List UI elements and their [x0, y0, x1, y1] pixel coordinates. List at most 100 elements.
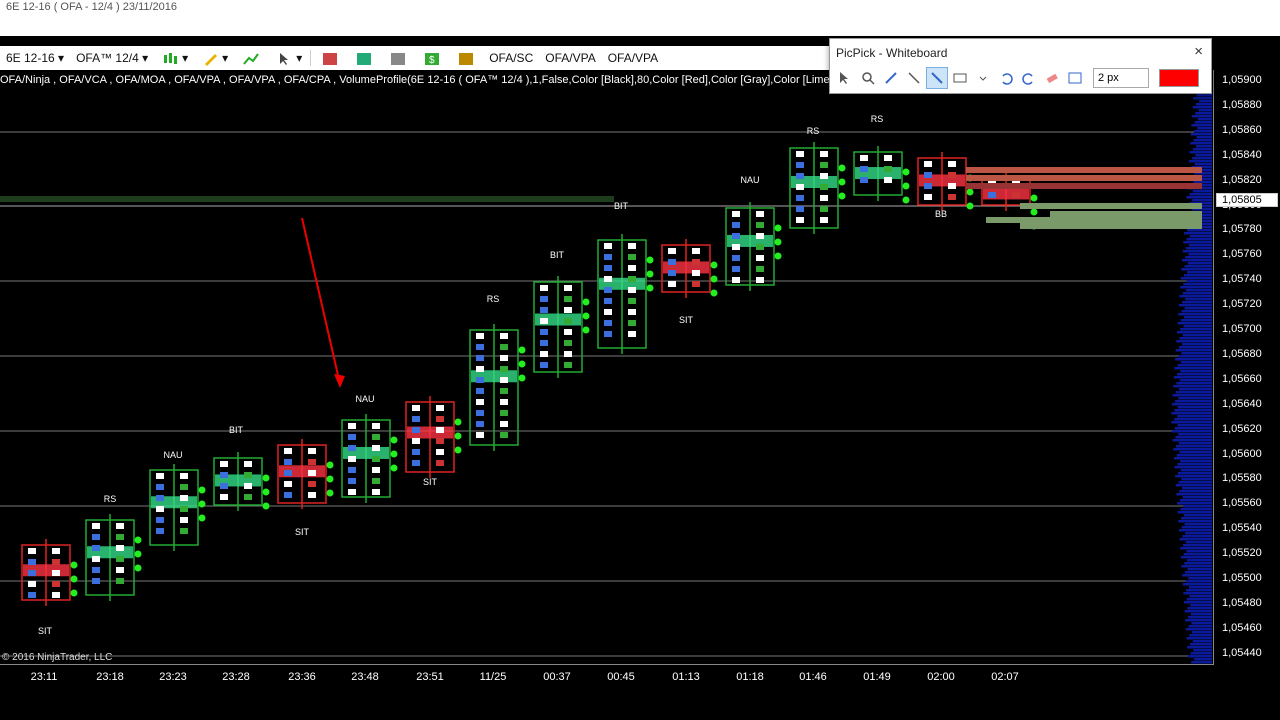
signal-dot [838, 192, 846, 200]
window-title: 6E 12-16 ( OFA - 12/4 ) 23/11/2016 [6, 1, 178, 13]
footprint-volume-cell [244, 483, 252, 489]
volume-profile-bar [1185, 580, 1212, 583]
footprint-volume-cell [732, 211, 740, 217]
footprint-volume-cell [628, 243, 636, 249]
data-box-icon[interactable] [381, 47, 415, 69]
arrow-line-icon[interactable] [926, 67, 948, 89]
footprint-volume-cell [732, 255, 740, 261]
bar-type-icon[interactable]: ▾ [154, 47, 194, 69]
volume-profile-bar [1195, 103, 1212, 106]
eraser-icon[interactable] [1041, 67, 1063, 89]
footprint-volume-cell [1012, 192, 1020, 198]
volume-profile-bar [1180, 319, 1212, 322]
footprint-volume-cell [796, 173, 804, 179]
footprint-volume-cell [668, 248, 676, 254]
chevron-down-icon[interactable] [972, 67, 994, 89]
time-label: 11/25 [479, 671, 507, 683]
volume-profile-bar [1186, 550, 1212, 553]
line-icon[interactable] [903, 67, 925, 89]
pen-color-swatch[interactable] [1159, 69, 1199, 87]
footprint-volume-cell [756, 277, 764, 283]
image-icon[interactable] [1064, 67, 1086, 89]
time-label: 23:23 [159, 671, 187, 683]
volume-profile-bar [1187, 568, 1212, 571]
signal-dot [70, 561, 78, 569]
volume-profile-bar [1177, 511, 1212, 514]
footprint-volume-cell [860, 166, 868, 172]
dom-icon[interactable] [347, 47, 381, 69]
footprint-volume-cell [604, 287, 612, 293]
pencil-icon[interactable]: ▾ [194, 47, 234, 69]
volume-profile-bar [1187, 229, 1212, 232]
undo-icon[interactable] [995, 67, 1017, 89]
properties-icon[interactable] [449, 47, 483, 69]
dollar-icon[interactable]: $ [415, 47, 449, 69]
volume-profile-bar [1184, 265, 1212, 268]
volume-profile-bar [1175, 436, 1212, 439]
footprint-volume-cell [500, 421, 508, 427]
footprint-volume-cell [692, 281, 700, 287]
footprint-volume-cell [564, 296, 572, 302]
time-label: 01:18 [736, 671, 764, 683]
footprint-volume-cell [820, 162, 828, 168]
footprint-volume-cell [540, 307, 548, 313]
volume-profile-bar [1194, 163, 1212, 166]
signal-dot [134, 564, 142, 572]
strategy-icon[interactable] [313, 47, 347, 69]
footprint-volume-cell [604, 254, 612, 260]
pen-icon[interactable] [880, 67, 902, 89]
template-selector[interactable]: OFA™ 12/4 ▾ [76, 51, 149, 65]
volume-profile-bar [1182, 301, 1212, 304]
order-flow-chart[interactable]: SIT RS NAU BIT SIT NAU SIT RS BIT BIT SIT NAU RS RS BB [0, 36, 1280, 720]
footprint-volume-cell [348, 456, 356, 462]
ofa-sc-button[interactable]: OFA/SC [489, 51, 534, 65]
volume-profile-bar [1186, 280, 1212, 283]
pen-size-input[interactable]: 2 px [1093, 68, 1149, 88]
ofa-vpa-button[interactable]: OFA/VPA [545, 51, 596, 65]
signal-dot [902, 182, 910, 190]
footprint-volume-cell [476, 432, 484, 438]
footprint-volume-cell [924, 183, 932, 189]
volume-profile-bar [1193, 181, 1212, 184]
footprint-volume-cell [476, 388, 484, 394]
volume-profile-bar [1180, 460, 1212, 463]
window-titlebar: 6E 12-16 ( OFA - 12/4 ) 23/11/2016 [0, 0, 1280, 36]
zoom-icon[interactable] [857, 67, 879, 89]
volume-profile-bar [1182, 343, 1212, 346]
close-icon[interactable]: × [1194, 43, 1203, 60]
volume-profile-bar [1178, 520, 1212, 523]
signal-dot [518, 360, 526, 368]
volume-profile-bar [1185, 532, 1212, 535]
redo-icon[interactable] [1018, 67, 1040, 89]
chart-area[interactable]: SIT RS NAU BIT SIT NAU SIT RS BIT BIT SIT NAU RS RS BB [0, 36, 1280, 720]
volume-profile-bar [1176, 340, 1212, 343]
volume-profile-bar [1184, 316, 1212, 319]
footprint-volume-cell [156, 484, 164, 490]
bar-label: NAU [163, 450, 182, 460]
price-label: 1,05600 [1222, 447, 1262, 460]
volume-profile-bar [1175, 400, 1212, 403]
ofa-vpa-button-2[interactable]: OFA/VPA [607, 51, 659, 65]
footprint-volume-cell [180, 517, 188, 523]
pointer-icon[interactable]: ▾ [268, 47, 308, 69]
footprint-volume-cell [820, 217, 828, 223]
footprint-volume-cell [564, 340, 572, 346]
indicator-icon[interactable] [234, 47, 268, 69]
volume-profile-bar [1197, 118, 1212, 121]
volume-profile-bar [1185, 289, 1212, 292]
signal-dot [454, 418, 462, 426]
time-axis[interactable]: 23:11 23:18 23:23 23:28 23:36 23:48 23:51 11/25… [0, 664, 1213, 688]
select-arrow-icon[interactable] [834, 67, 856, 89]
volume-profile-bar [1184, 562, 1212, 565]
bar-label: SIT [679, 315, 694, 325]
volume-profile-bar [1192, 640, 1212, 643]
footprint-volume-cell [796, 217, 804, 223]
price-axis[interactable]: 1,05900 1,05880 1,05860 1,05840 1,05820 1,058… [1213, 70, 1280, 665]
footprint-volume-cell [540, 296, 548, 302]
volume-profile-bar [1185, 298, 1212, 301]
volume-profile-bar [1195, 145, 1212, 148]
volume-profile-bar [1173, 385, 1212, 388]
price-label: 1,05580 [1222, 472, 1262, 485]
instrument-selector[interactable]: 6E 12-16 ▾ [6, 51, 65, 65]
rectangle-icon[interactable] [949, 67, 971, 89]
